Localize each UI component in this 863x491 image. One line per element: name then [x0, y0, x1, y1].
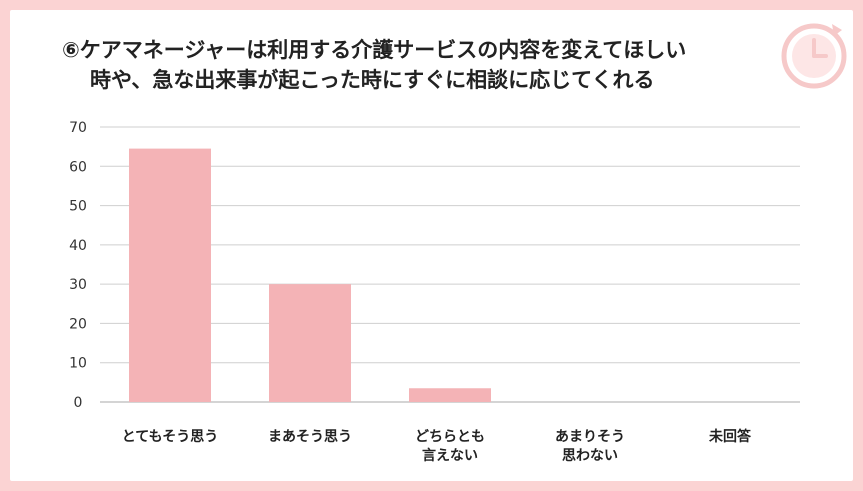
y-tick-label: 0 — [74, 395, 83, 411]
y-tick-label: 40 — [69, 238, 87, 254]
x-category-label: 言えない — [422, 447, 478, 464]
y-tick-label: 70 — [69, 120, 87, 136]
y-tick-label: 60 — [69, 159, 87, 175]
x-category-label: とてもそう思う — [122, 429, 219, 445]
y-tick-label: 50 — [69, 199, 87, 215]
x-category-label: 思わない — [562, 448, 618, 464]
y-tick-label: 20 — [69, 316, 87, 332]
chart-title: ⑥ケアマネージャーは利用する介護サービスの内容を変えてほしい 時や、急な出来事が… — [62, 35, 822, 95]
clock-icon — [781, 23, 847, 89]
bar — [129, 148, 211, 402]
y-tick-label: 10 — [69, 356, 87, 372]
bar — [269, 284, 351, 402]
title-line-2: 時や、急な出来事が起こった時にすぐに相談に応じてくれる — [90, 68, 655, 92]
x-category-label: まあそう思う — [268, 429, 352, 445]
title-line-1: ⑥ケアマネージャーは利用する介護サービスの内容を変えてほしい — [62, 38, 687, 62]
y-tick-label: 30 — [69, 277, 87, 293]
bar — [409, 388, 491, 402]
x-category-label: あまりそう — [555, 429, 625, 445]
x-category-label: どちらとも — [415, 429, 485, 445]
x-category-label: 未回答 — [709, 428, 752, 445]
